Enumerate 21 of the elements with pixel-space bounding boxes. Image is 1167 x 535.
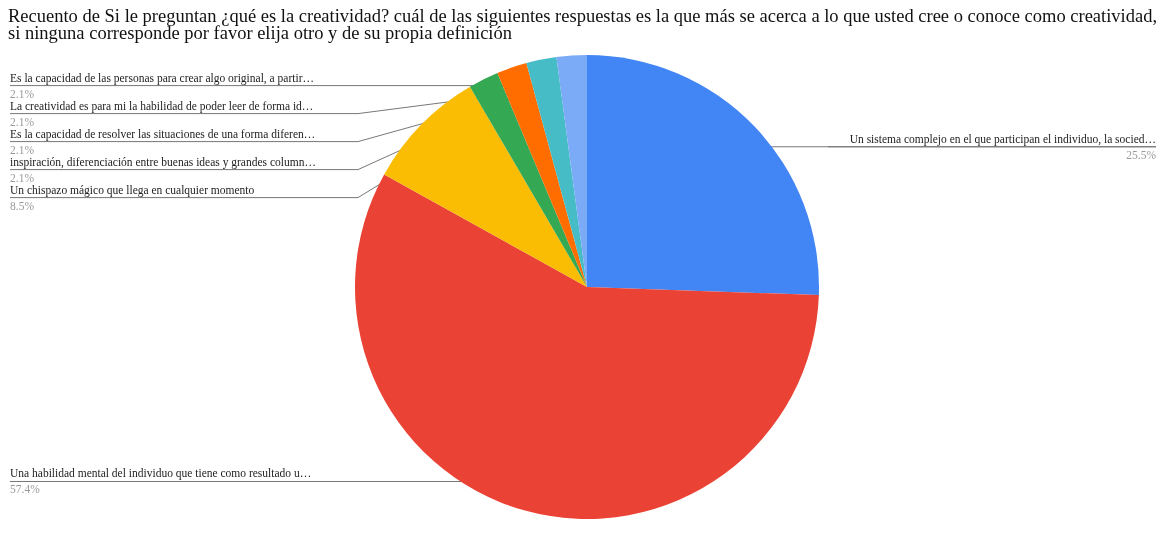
- data-label: 8.5%: [10, 199, 35, 212]
- pie-slice: [469, 73, 587, 287]
- slice-label: Es la capacidad de resolver las situaciones de una forma diferen…: [10, 127, 316, 141]
- slice-label: Un sistema complejo en el que participan el individuo, la socied…: [849, 132, 1156, 146]
- data-label: 2.1%: [10, 87, 35, 100]
- data-label: 2.1%: [10, 171, 35, 184]
- pie-slice: [384, 86, 587, 287]
- chart-title: Recuento de Si le preguntan ¿qué es la creatividad? cuál de las siguientes respuestas es la que más se acerca a lo que usted cree o conoce como creatividad, si ninguna corresponde por favor elija otro y de su propia definición: [8, 6, 1158, 43]
- pie-slice: [526, 57, 587, 287]
- pie-slice: [355, 174, 819, 519]
- slice-label: Es la capacidad de las personas para crear algo original, a partir…: [10, 71, 314, 85]
- slice-label: La creatividad es para mi la habilidad de poder leer de forma id…: [10, 99, 314, 113]
- slice-label: inspiración, diferenciación entre buenas ideas y grandes column…: [10, 155, 316, 169]
- slice-label: Un chispazo mágico que llega en cualquier momento: [10, 183, 255, 197]
- pie-slice: [497, 63, 587, 287]
- slice-label: Una habilidad mental del individuo que tiene como resultado u…: [10, 467, 312, 481]
- data-label: 25.5%: [1126, 148, 1157, 161]
- pie-slice: [587, 55, 819, 296]
- data-label: 2.1%: [10, 115, 35, 128]
- data-label: 2.1%: [10, 143, 35, 156]
- data-label: 57.4%: [10, 483, 41, 496]
